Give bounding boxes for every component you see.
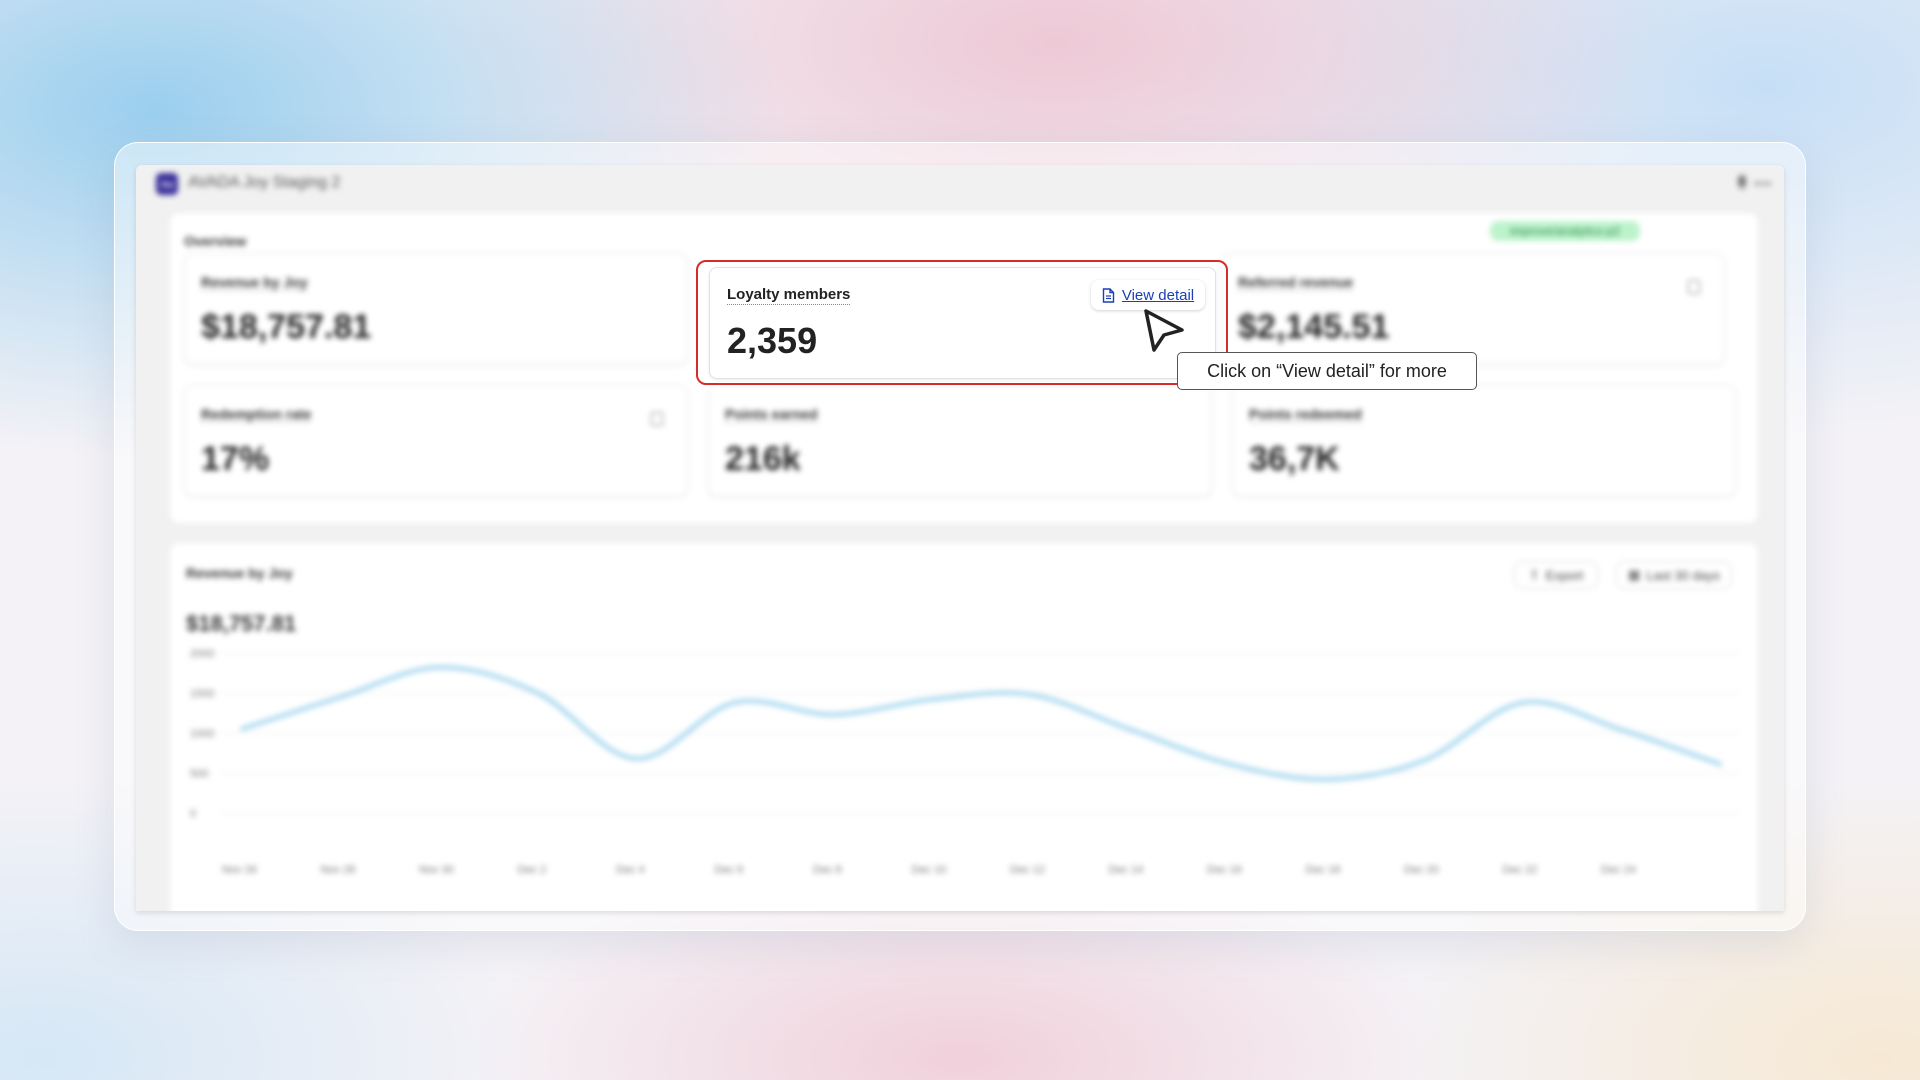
y-tick-label: 1500 [190,688,214,700]
card-value: $2,145.51 [1238,308,1390,346]
highlight-box [696,260,1228,385]
card-label: Loyalty members [727,286,851,305]
x-tick-label: Nov 26 [222,864,257,876]
x-tick-label: Dec 16 [1207,864,1242,876]
x-tick-label: Dec 22 [1503,864,1538,876]
card-value: 2,359 [727,320,818,361]
date-range-label: Last 30 days [1646,567,1720,583]
card-label: Referred revenue [1238,274,1354,291]
view-detail-button[interactable]: View detail [1091,280,1205,310]
revenue-chart-card: Revenue by Joy $18,757.81 ⇪ Export ▦ Las… [170,543,1758,911]
app-logo: Joy [156,173,178,195]
app-title: AVADA Joy Staging 2 [188,174,341,191]
x-tick-label: Dec 4 [616,864,645,876]
x-tick-label: Dec 10 [912,864,947,876]
y-tick-label: 2000 [190,648,214,660]
card-label: Redemption rate [201,406,312,423]
card-label: Revenue by Joy [201,274,308,291]
card-referred-revenue: Referred revenue $2,145.51 [1221,253,1725,365]
x-tick-label: Nov 28 [321,864,356,876]
document-icon[interactable] [651,412,663,426]
document-icon[interactable] [1688,280,1700,294]
card-points-redeemed: Points redeemed 36,7K [1232,385,1736,497]
upload-icon: ⇪ [1528,567,1540,582]
branch-badge: improve/analytics-p2 [1490,221,1640,241]
date-range-button[interactable]: ▦ Last 30 days [1616,561,1732,589]
card-value: 17% [201,440,270,478]
revenue-line-chart: 0 500 1000 1500 2000 Nov 26 Nov 28 Nov 30 Dec 2 D… [190,648,1740,876]
document-icon [1102,287,1115,303]
x-tick-label: Nov 30 [419,864,454,876]
y-tick-label: 1000 [190,728,214,740]
export-button[interactable]: ⇪ Export [1514,561,1598,589]
x-tick-label: Dec 8 [813,864,842,876]
card-value: $18,757.81 [201,308,372,346]
x-tick-label: Dec 2 [518,864,547,876]
view-detail-link[interactable]: View detail [1121,286,1195,304]
tooltip: Click on “View detail” for more [1177,352,1477,390]
bell-icon[interactable] [1736,174,1748,190]
pointer-cursor-icon [1144,309,1184,352]
card-points-earned: Points earned 216k [708,385,1212,497]
x-tick-label: Dec 24 [1601,864,1636,876]
x-tick-label: Dec 12 [1010,864,1045,876]
y-tick-label: 0 [190,808,196,820]
export-label: Export [1545,567,1584,583]
x-tick-label: Dec 18 [1306,864,1341,876]
card-label: Points earned [725,406,818,423]
x-tick-label: Dec 14 [1109,864,1144,876]
chart-total: $18,757.81 [186,611,297,636]
card-label: Points redeemed [1249,406,1362,423]
card-value: 36,7K [1249,440,1340,478]
calendar-icon: ▦ [1627,567,1641,582]
chart-title: Revenue by Joy [186,565,293,581]
x-tick-label: Dec 6 [715,864,744,876]
revenue-series-line [240,665,1722,782]
card-loyalty-members: Loyalty members 2,359 View detail [709,267,1216,379]
y-tick-label: 500 [190,768,208,780]
app-topbar: Joy AVADA Joy Staging 2 ••• [136,165,1784,201]
x-tick-label: Dec 20 [1404,864,1439,876]
card-value: 216k [725,440,801,478]
overview-title: Overview [184,233,247,249]
card-redemption-rate: Redemption rate 17% [184,385,688,497]
card-revenue-by-joy: Revenue by Joy $18,757.81 [184,253,688,365]
more-options-icon[interactable]: ••• [1754,175,1772,191]
